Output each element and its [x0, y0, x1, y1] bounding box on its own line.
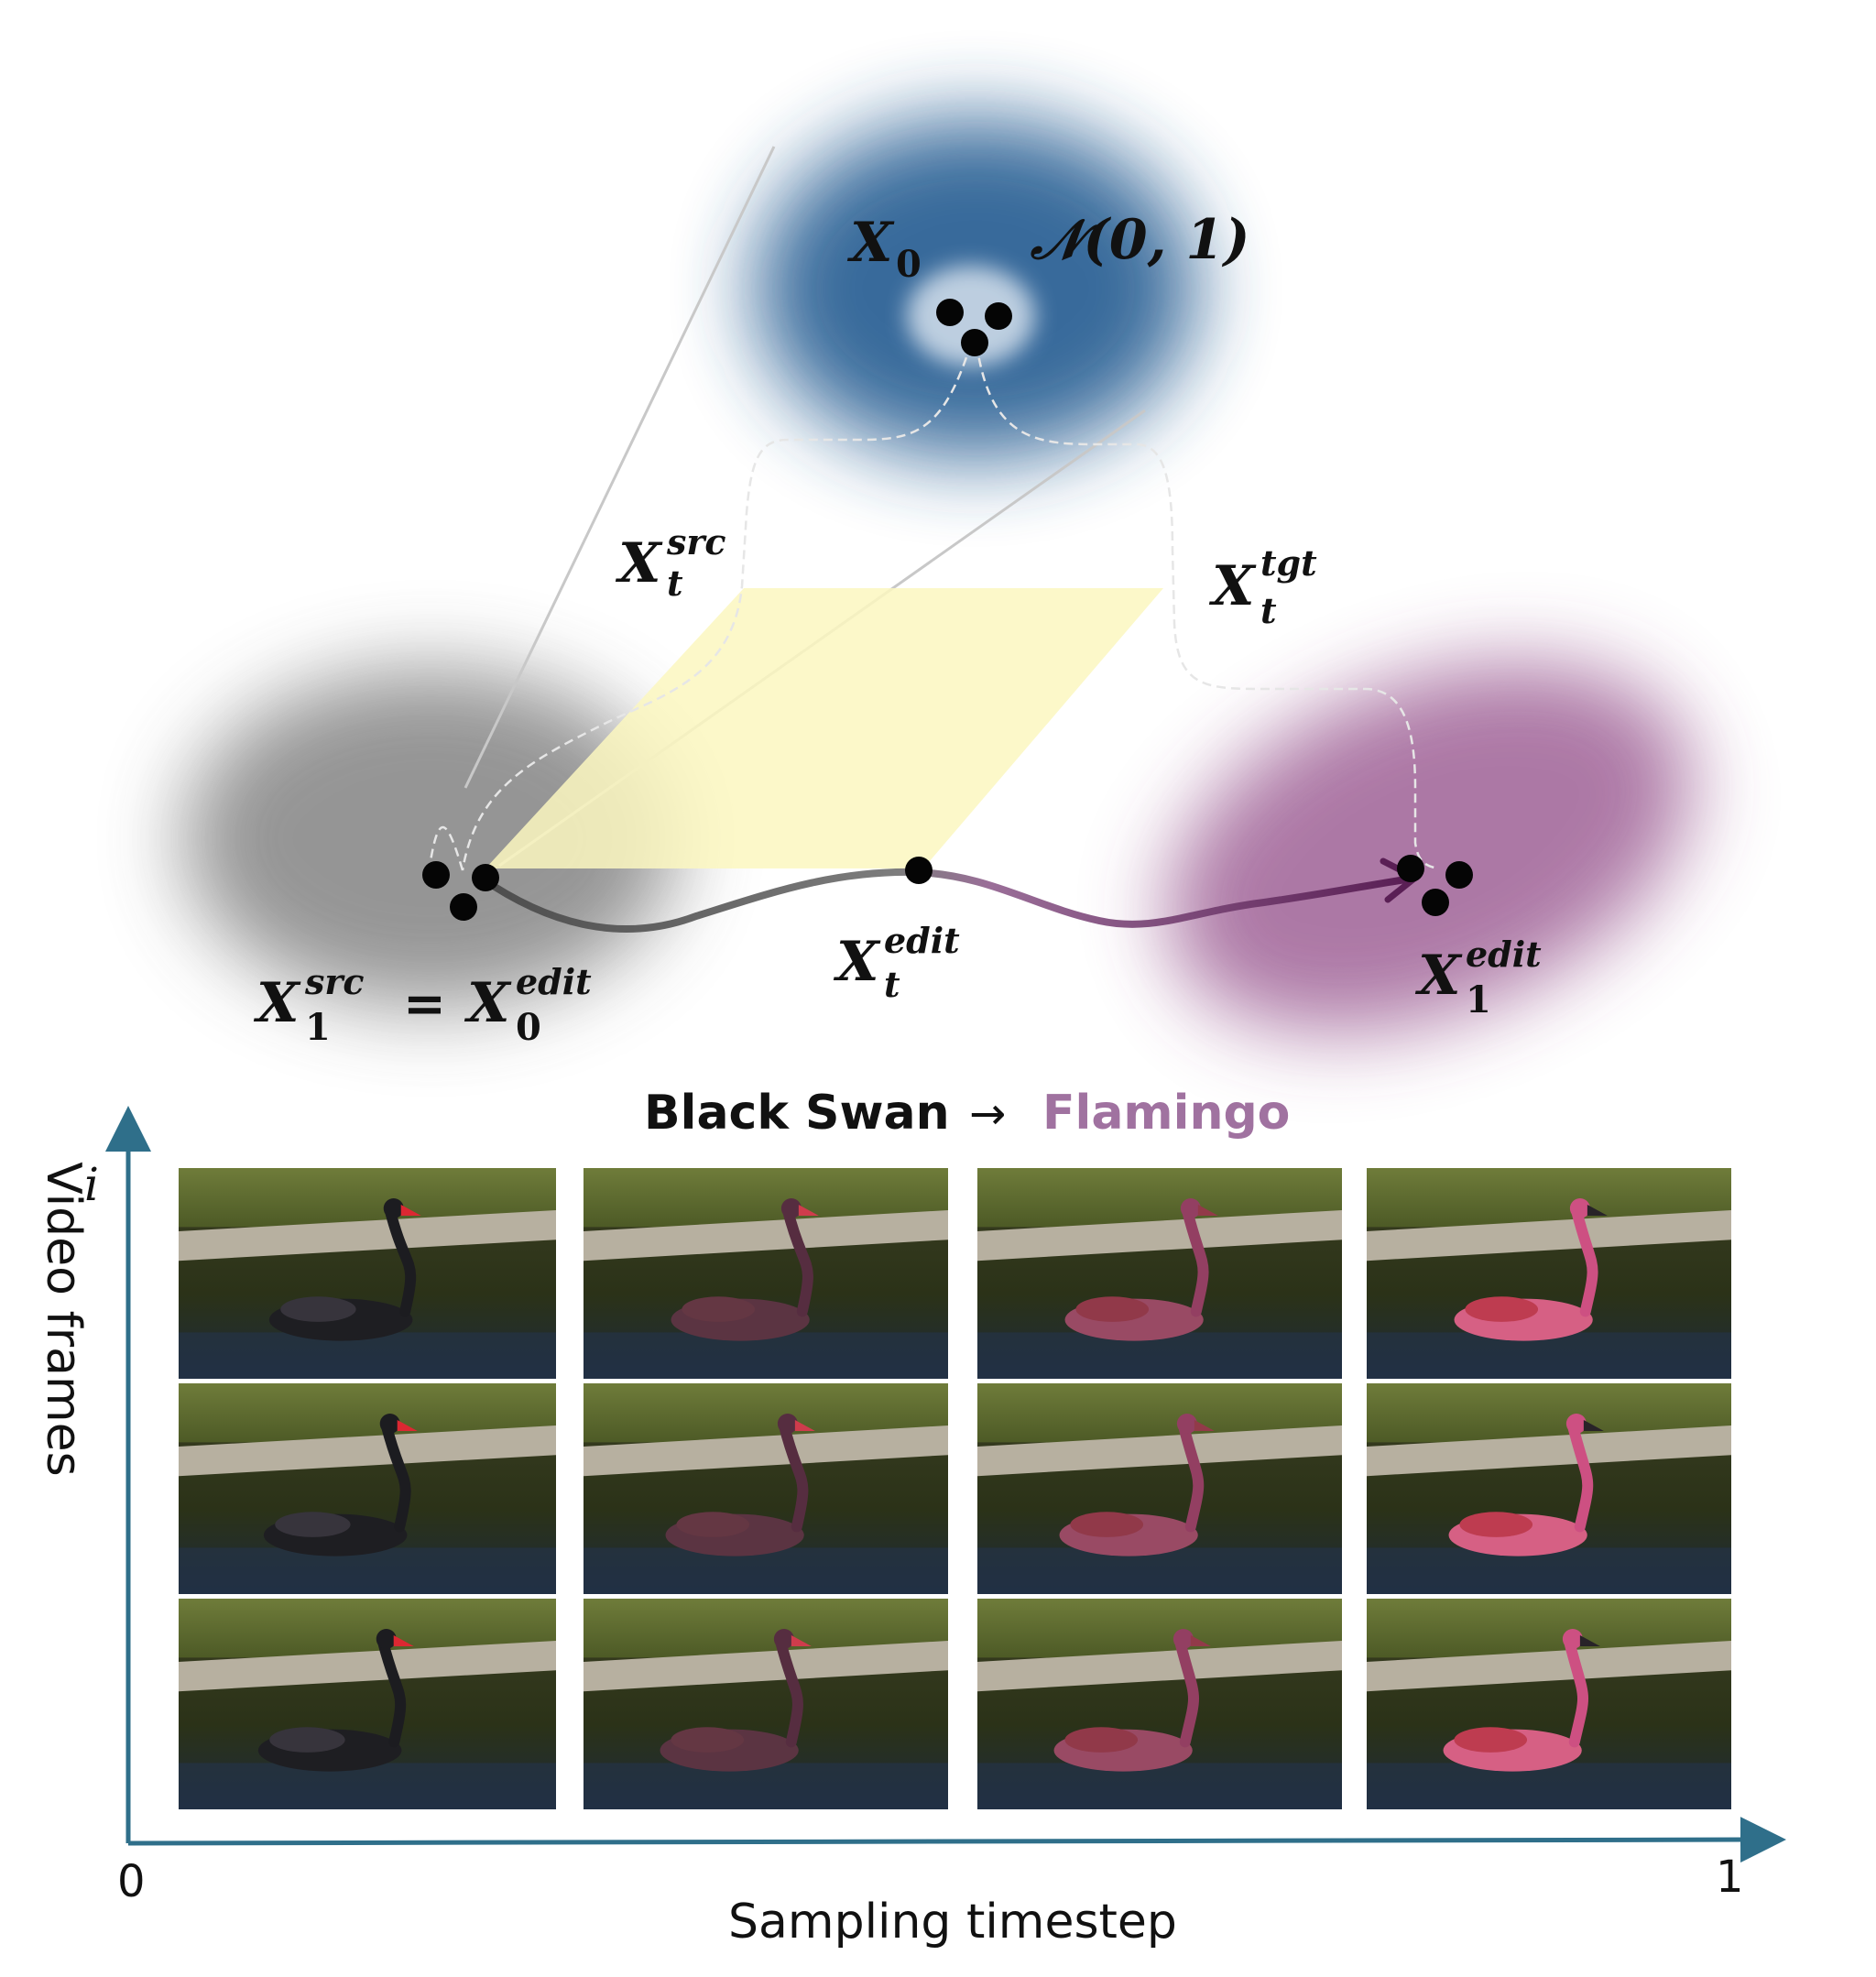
caption-source: Black Swan — [644, 1086, 950, 1141]
svg-text:0: 0 — [896, 243, 922, 286]
svg-text:X: X — [1208, 554, 1257, 618]
svg-text:src: src — [666, 521, 726, 563]
label-normal: 𝒩(0, 1) — [1030, 208, 1250, 272]
x-axis-label: Sampling timestep — [728, 1895, 1177, 1950]
edit-plane — [485, 588, 1163, 868]
source-distribution — [183, 669, 678, 1008]
video-frame — [977, 1599, 1342, 1809]
svg-text:edit: edit — [516, 961, 592, 1002]
y-axis-index: i — [84, 1158, 99, 1211]
edit-point — [905, 857, 933, 884]
video-frame — [977, 1168, 1342, 1379]
caption-arrow: → — [969, 1088, 1006, 1140]
edit-caption: Black Swan → Flamingo — [644, 1086, 1290, 1141]
label-x-src-1-equals-x-edit-0: X src 1 = X edit 0 — [253, 961, 592, 1049]
y-axis-label: Video frames — [36, 1162, 91, 1477]
video-frame — [179, 1599, 556, 1809]
x-axis — [127, 1817, 1786, 1863]
svg-text:X: X — [1414, 944, 1463, 1008]
video-frame — [584, 1383, 948, 1594]
edit-path — [477, 868, 1410, 933]
svg-text:t: t — [667, 563, 683, 604]
video-frame — [1367, 1168, 1731, 1379]
svg-text:X: X — [615, 531, 663, 595]
video-frame — [1367, 1599, 1731, 1809]
noise-points — [936, 299, 1012, 356]
noise-distribution — [756, 119, 1195, 458]
svg-text:tgt: tgt — [1260, 542, 1317, 584]
video-frame — [977, 1383, 1342, 1594]
projection-line-left — [464, 146, 776, 789]
source-trajectory — [461, 343, 973, 871]
svg-text:X: X — [464, 971, 512, 1035]
label-x-src-t: X src t — [615, 521, 726, 604]
target-distribution — [1166, 662, 1692, 1032]
svg-text:=: = — [403, 974, 446, 1034]
svg-text:1: 1 — [305, 1006, 331, 1049]
target-trajectory — [975, 343, 1439, 870]
svg-text:1: 1 — [1466, 978, 1491, 1021]
svg-text:src: src — [304, 961, 365, 1002]
target-points — [1397, 855, 1473, 916]
label-x0: X 0 — [846, 211, 922, 286]
video-frame — [584, 1168, 948, 1379]
video-frame — [179, 1168, 556, 1379]
label-x-edit-t: X edit t — [833, 920, 960, 1005]
svg-text:t: t — [1260, 590, 1277, 631]
svg-text:edit: edit — [1466, 934, 1542, 975]
video-frame — [179, 1383, 556, 1594]
video-frame-grid — [179, 1168, 1731, 1809]
video-frame — [1367, 1383, 1731, 1594]
svg-text:t: t — [884, 964, 900, 1005]
caption-target: Flamingo — [1042, 1086, 1290, 1141]
x-axis-start: 0 — [117, 1856, 146, 1907]
svg-text:X: X — [253, 971, 301, 1035]
svg-text:edit: edit — [884, 920, 960, 961]
x-axis-end: 1 — [1716, 1851, 1744, 1903]
svg-text:0: 0 — [516, 1006, 541, 1049]
svg-text:X: X — [846, 211, 895, 275]
label-x-tgt-t: X tgt t — [1208, 542, 1317, 631]
source-points — [422, 861, 499, 921]
source-trajectory-left — [429, 825, 464, 871]
svg-text:X: X — [833, 930, 881, 994]
video-frame — [584, 1599, 948, 1809]
label-x-edit-1: X edit 1 — [1414, 934, 1542, 1021]
